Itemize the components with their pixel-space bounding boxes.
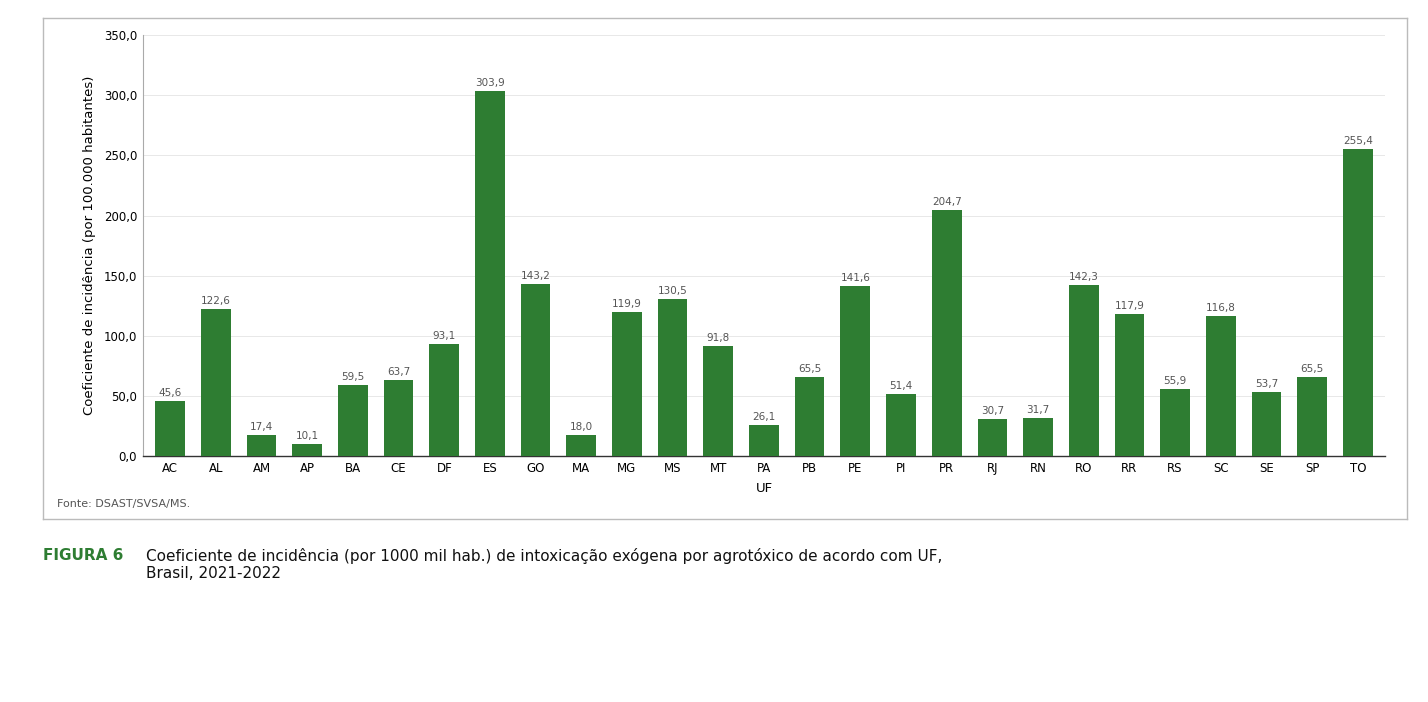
Text: 65,5: 65,5 <box>798 364 821 374</box>
Bar <box>932 210 961 456</box>
Bar <box>293 444 323 456</box>
Text: 130,5: 130,5 <box>658 286 687 296</box>
Text: 26,1: 26,1 <box>753 412 775 422</box>
Text: 55,9: 55,9 <box>1164 376 1187 386</box>
Bar <box>658 299 687 456</box>
Bar <box>201 309 231 456</box>
Text: Coeficiente de incidência (por 1000 mil hab.) de intoxicação exógena por agrotóx: Coeficiente de incidência (por 1000 mil … <box>146 548 942 581</box>
Bar <box>156 402 186 456</box>
Text: 122,6: 122,6 <box>201 296 231 306</box>
Text: 143,2: 143,2 <box>521 271 551 281</box>
Bar <box>1160 389 1190 456</box>
Bar <box>704 346 733 456</box>
Bar <box>521 284 550 456</box>
Bar <box>978 419 1007 456</box>
Bar <box>1342 149 1372 456</box>
Text: 45,6: 45,6 <box>159 388 181 399</box>
Bar <box>476 91 504 456</box>
Bar <box>247 435 277 456</box>
Text: FIGURA 6: FIGURA 6 <box>43 548 123 562</box>
Text: Fonte: DSAST/SVSA/MS.: Fonte: DSAST/SVSA/MS. <box>57 499 190 509</box>
Text: 91,8: 91,8 <box>707 333 730 343</box>
Text: 142,3: 142,3 <box>1068 272 1098 282</box>
Bar <box>1205 316 1235 456</box>
Text: 51,4: 51,4 <box>890 381 912 392</box>
Text: 255,4: 255,4 <box>1342 136 1372 146</box>
Text: 30,7: 30,7 <box>981 406 1004 416</box>
Text: 63,7: 63,7 <box>387 366 410 377</box>
Bar <box>887 395 915 456</box>
Text: 303,9: 303,9 <box>476 77 506 88</box>
Y-axis label: Coeficiente de incidência (por 100.000 habitantes): Coeficiente de incidência (por 100.000 h… <box>83 76 96 416</box>
Bar <box>613 312 641 456</box>
Bar <box>841 286 870 456</box>
Text: 10,1: 10,1 <box>296 431 318 441</box>
Bar <box>750 425 778 456</box>
Bar <box>384 380 414 456</box>
Bar <box>567 435 595 456</box>
Text: 204,7: 204,7 <box>932 197 961 207</box>
Bar <box>1070 285 1098 456</box>
Bar <box>795 378 824 456</box>
Bar <box>1024 418 1052 456</box>
Text: 119,9: 119,9 <box>613 299 643 309</box>
Bar <box>1297 378 1327 456</box>
Text: 65,5: 65,5 <box>1301 364 1324 374</box>
Text: 59,5: 59,5 <box>341 371 364 382</box>
Text: 117,9: 117,9 <box>1114 301 1144 312</box>
Text: 18,0: 18,0 <box>570 422 593 432</box>
Text: 93,1: 93,1 <box>433 331 456 341</box>
Bar <box>338 385 368 456</box>
Text: 53,7: 53,7 <box>1255 378 1278 389</box>
Bar <box>1114 314 1144 456</box>
Text: 17,4: 17,4 <box>250 423 273 432</box>
Text: 31,7: 31,7 <box>1027 405 1050 415</box>
Text: 141,6: 141,6 <box>841 273 870 283</box>
Text: 116,8: 116,8 <box>1205 303 1235 312</box>
X-axis label: UF: UF <box>755 482 773 495</box>
Bar <box>430 344 458 456</box>
Bar <box>1251 392 1281 456</box>
